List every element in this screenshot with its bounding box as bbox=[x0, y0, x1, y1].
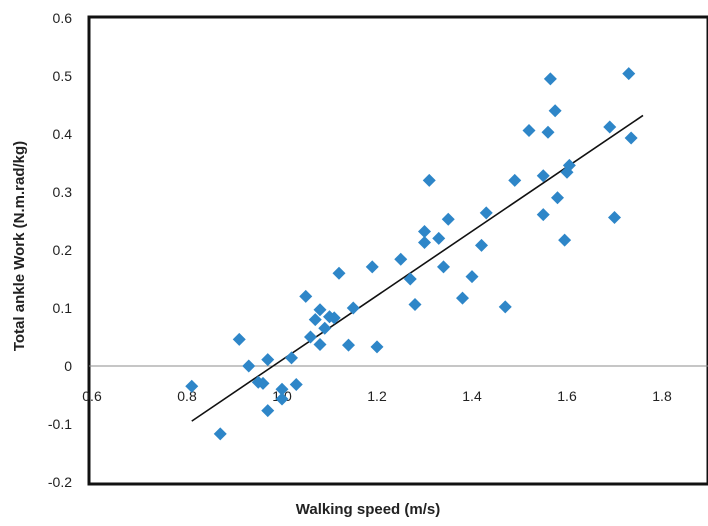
data-point bbox=[475, 238, 488, 252]
data-point bbox=[441, 212, 455, 226]
y-tick-label: 0.5 bbox=[53, 68, 73, 84]
data-point bbox=[603, 120, 617, 134]
data-point bbox=[261, 353, 275, 367]
data-point bbox=[289, 378, 303, 392]
trendline bbox=[191, 114, 644, 422]
data-point bbox=[551, 191, 564, 205]
data-point bbox=[465, 270, 479, 284]
data-point bbox=[422, 173, 436, 187]
x-tick-label: 0.6 bbox=[82, 388, 102, 404]
plot-area-border bbox=[87, 15, 708, 486]
data-point bbox=[299, 289, 313, 303]
data-point bbox=[256, 376, 270, 390]
data-point bbox=[275, 392, 289, 406]
data-point bbox=[536, 208, 550, 222]
data-point bbox=[403, 272, 417, 286]
data-point bbox=[185, 379, 199, 393]
data-point bbox=[370, 340, 384, 354]
data-point bbox=[522, 124, 536, 138]
data-point bbox=[508, 173, 522, 187]
y-tick-label: -0.1 bbox=[48, 416, 72, 432]
y-tick-label: 0.1 bbox=[53, 300, 73, 316]
data-point bbox=[418, 235, 431, 249]
data-point bbox=[332, 266, 346, 280]
y-tick-label: -0.2 bbox=[48, 474, 72, 490]
y-tick-label: 0.3 bbox=[53, 184, 73, 200]
y-axis-title: Total ankle Work (N.m.rad/kg) bbox=[11, 141, 28, 351]
data-point bbox=[541, 125, 555, 139]
data-point bbox=[456, 291, 469, 305]
data-point bbox=[313, 338, 327, 352]
x-tick-label: 1.4 bbox=[462, 388, 482, 404]
data-point bbox=[608, 211, 621, 225]
data-point bbox=[562, 158, 576, 172]
data-point bbox=[622, 67, 636, 81]
data-point bbox=[213, 427, 227, 441]
data-point bbox=[285, 351, 298, 365]
data-point bbox=[318, 321, 332, 335]
data-point bbox=[548, 104, 562, 118]
data-point bbox=[437, 260, 450, 274]
data-point bbox=[536, 169, 550, 183]
data-point bbox=[624, 131, 638, 145]
data-point bbox=[308, 313, 322, 327]
data-point bbox=[275, 382, 289, 396]
data-point bbox=[261, 404, 275, 418]
data-point bbox=[479, 206, 493, 220]
x-tick-label: 1.8 bbox=[652, 388, 672, 404]
data-point bbox=[342, 338, 355, 352]
y-tick-label: 0 bbox=[64, 358, 72, 374]
data-point bbox=[313, 303, 327, 317]
data-point bbox=[418, 224, 431, 238]
y-tick-label: 0.4 bbox=[53, 126, 73, 142]
data-point bbox=[304, 330, 317, 344]
data-point bbox=[394, 252, 408, 266]
data-point bbox=[432, 231, 446, 245]
trendline-group bbox=[191, 114, 644, 422]
data-point bbox=[327, 311, 341, 325]
data-point bbox=[242, 359, 256, 373]
data-point bbox=[346, 301, 360, 315]
x-tick-label: 1.2 bbox=[367, 388, 387, 404]
data-point bbox=[365, 260, 379, 274]
data-points bbox=[185, 67, 638, 441]
tick-labels: 0.60.81.01.21.41.61.8-0.2-0.100.10.20.30… bbox=[48, 10, 672, 490]
data-point bbox=[232, 332, 246, 346]
x-tick-label: 1.6 bbox=[557, 388, 577, 404]
x-axis-title: Walking speed (m/s) bbox=[296, 501, 440, 518]
y-tick-label: 0.2 bbox=[53, 242, 73, 258]
data-point bbox=[408, 298, 422, 312]
data-point bbox=[543, 72, 557, 86]
data-point bbox=[558, 233, 572, 247]
y-tick-label: 0.6 bbox=[53, 10, 73, 26]
data-point bbox=[498, 300, 512, 314]
